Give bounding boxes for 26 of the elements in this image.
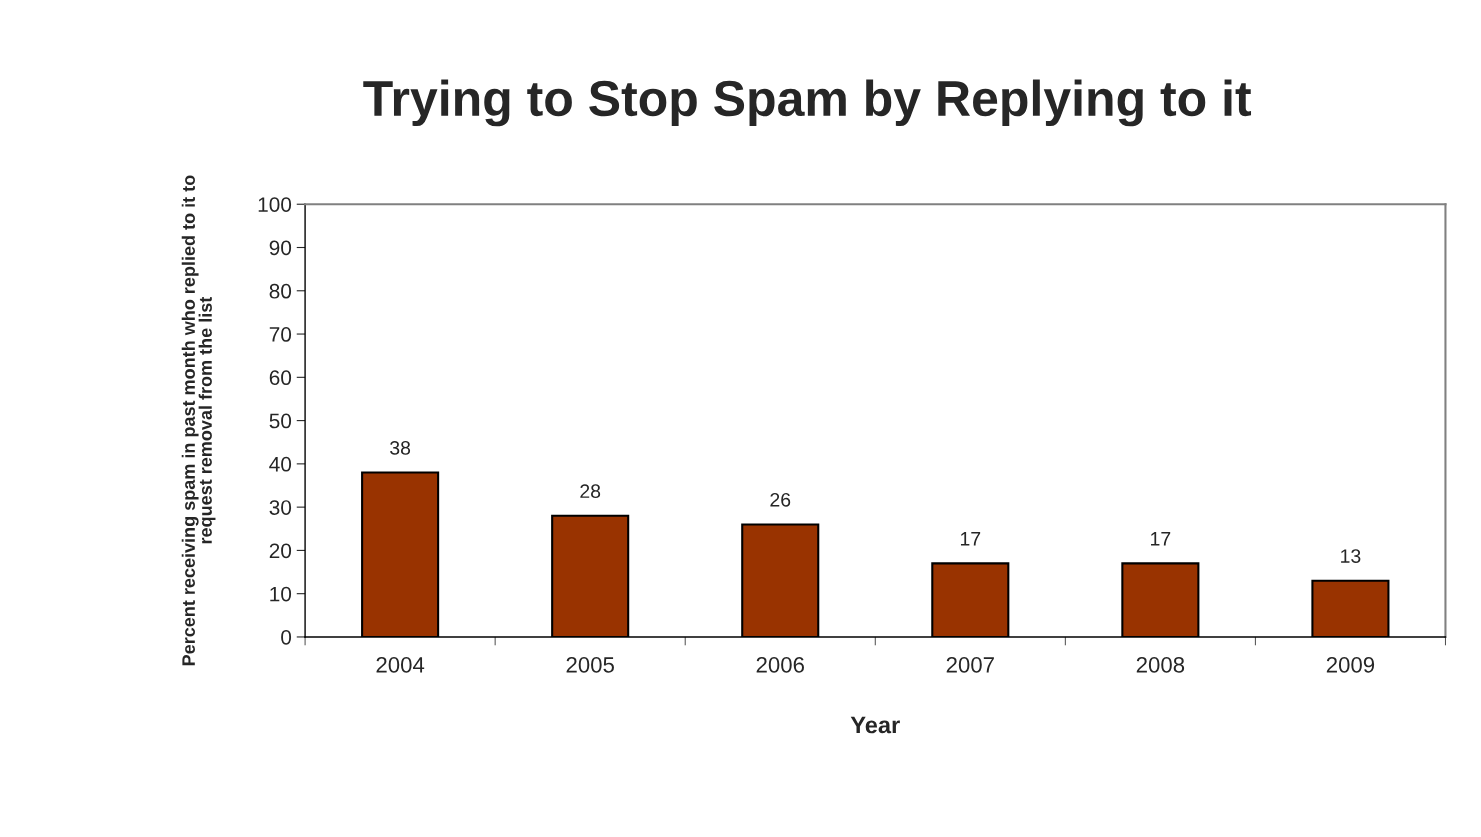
x-axis-title: Year [850,716,900,734]
data-label: 26 [770,492,791,507]
x-tick-label: 2008 [1136,656,1185,673]
x-tick-label: 2006 [756,656,804,673]
x-tick-label: 2005 [566,656,614,673]
y-tick-label: 100 [258,197,292,212]
x-tick-label: 2004 [376,656,425,673]
y-tick-label: 90 [269,240,292,256]
y-tick-label: 70 [269,327,292,342]
data-label: 28 [580,484,601,499]
data-label: 13 [1341,549,1361,563]
x-tick-label: 2009 [1326,656,1375,673]
y-tick-label: 50 [269,413,292,429]
y-tick-label: 10 [270,586,292,602]
data-label: 17 [1151,532,1171,546]
chart-title: Trying to Stop Spam by Replying to it [363,79,1252,127]
y-tick-label: 0 [281,629,292,645]
x-tick-label: 2007 [946,656,994,673]
y-tick-label: 60 [269,370,292,386]
y-tick-label: 30 [269,500,292,515]
y-tick-label: 20 [269,543,292,559]
data-label: 17 [960,532,981,546]
y-axis-title: Percent receiving spam in past month who replied to it to request removal from the list [181,175,216,666]
data-label: 38 [390,441,411,455]
y-tick-label: 40 [269,456,292,472]
y-tick-label: 80 [269,283,292,299]
